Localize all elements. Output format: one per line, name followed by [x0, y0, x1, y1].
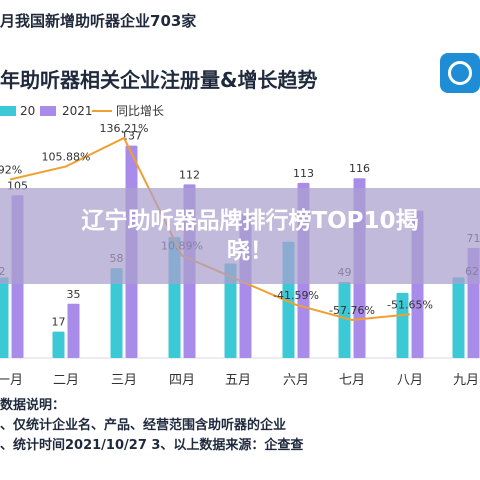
- qichacha-logo-icon: [440, 53, 480, 93]
- notes-line-2: 、统计时间2021/10/27 3、以上数据来源：企查查: [0, 438, 304, 453]
- legend-label-growth: 同比增长: [116, 104, 164, 118]
- x-tick-label: 九月: [453, 373, 479, 388]
- bar-2020: [452, 277, 465, 358]
- bar-label-2021: 35: [67, 288, 81, 301]
- line-label: -57.76%: [329, 304, 375, 317]
- line-label: -51.65%: [387, 298, 433, 311]
- notes-line-1: 、仅统计企业名、产品、经营范围含助听器的企业: [0, 418, 287, 433]
- overlay-title: 辽宁助听器品牌排行榜TOP10揭晓！: [81, 208, 419, 264]
- legend-swatch-2021: [40, 106, 56, 116]
- bar-2021: [67, 303, 80, 358]
- bar-2020: [52, 331, 65, 358]
- bar-2020: [0, 277, 9, 358]
- line-label: 92%: [0, 163, 22, 176]
- bar-label-2021: 112: [179, 168, 200, 181]
- bar-label-2021: 116: [349, 162, 370, 175]
- bar-2020: [110, 268, 123, 358]
- bar-label-2021: 137: [121, 130, 142, 143]
- page-header: 月我国新增助听器企业703家: [0, 12, 197, 30]
- chart-title: 年助听器相关企业注册量&增长趋势: [0, 68, 318, 92]
- x-tick-label: 四月: [169, 373, 195, 388]
- x-tick-label: 七月: [339, 373, 365, 388]
- x-tick-label: 八月: [397, 373, 423, 388]
- line-label: 105.88%: [42, 150, 91, 163]
- x-tick-label: 五月: [225, 373, 251, 388]
- data-notes: 数据说明： 、仅统计企业名、产品、经营范围含助听器的企业 、统计时间2021/1…: [0, 396, 303, 456]
- legend-swatch-2020: [0, 106, 16, 116]
- legend-label-2020: 20: [20, 104, 35, 118]
- bar-label-2021: 113: [293, 167, 314, 180]
- bar-label-2020: 17: [52, 316, 66, 329]
- bar-2020: [396, 292, 409, 358]
- x-tick-label: 二月: [53, 373, 79, 388]
- x-tick-label: 一月: [0, 373, 23, 388]
- x-tick-label: 三月: [111, 373, 137, 388]
- line-label: -41.59%: [273, 289, 319, 302]
- legend-label-2021: 2021: [62, 104, 93, 118]
- overlay-banner: [0, 188, 480, 284]
- bar-2020: [338, 282, 351, 358]
- line-label: 136.21%: [100, 122, 149, 135]
- x-tick-label: 六月: [283, 373, 309, 388]
- notes-heading: 数据说明：: [0, 398, 66, 413]
- bar-2020: [224, 263, 237, 358]
